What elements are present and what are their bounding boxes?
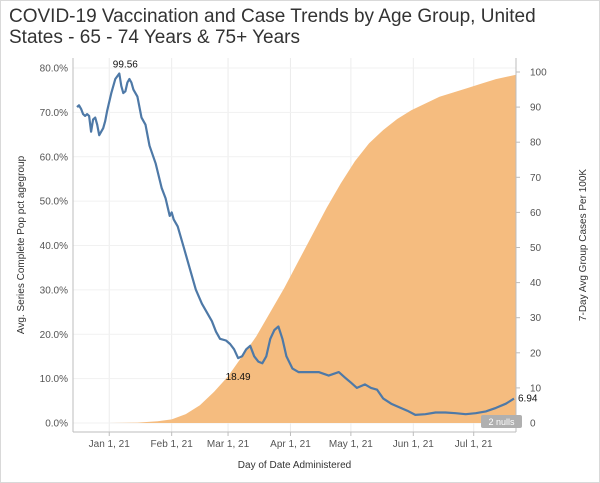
y-left-tick-label-2: 20.0% <box>40 330 68 341</box>
y-right-tick-label-5: 50 <box>530 243 542 254</box>
y-left-tick-label-6: 60.0% <box>40 152 68 163</box>
y-left-tick-label-4: 40.0% <box>40 241 68 252</box>
y-left-tick-label-5: 50.0% <box>40 197 68 208</box>
cases-line-series <box>76 72 515 416</box>
y-right-tick-label-3: 30 <box>530 313 542 324</box>
data-labels: 99.56 18.49 6.94 <box>113 60 538 405</box>
data-label-2: 6.94 <box>518 394 538 405</box>
y-left-tick-label-1: 10.0% <box>40 374 68 385</box>
y-right-tick-label-4: 40 <box>530 278 542 289</box>
x-tick-label-0: Jan 1, 21 <box>89 439 131 450</box>
x-tick-label-2: Mar 1, 21 <box>207 439 250 450</box>
nulls-indicator[interactable]: 2 nulls <box>481 415 522 428</box>
chart-title: COVID-19 Vaccination and Case Trends by … <box>9 6 536 48</box>
x-axis-title: Day of Date Administered <box>238 460 351 471</box>
x-tick-label-1: Feb 1, 21 <box>151 439 194 450</box>
y-left-tick-label-3: 30.0% <box>40 285 68 296</box>
vaccination-area-series <box>73 74 516 423</box>
y-left-tick-label-7: 70.0% <box>40 108 68 119</box>
y-right-tick-label-6: 60 <box>530 208 542 219</box>
y-right-tick-label-7: 70 <box>530 173 542 184</box>
y-left-tick-label-0: 0.0% <box>45 419 68 430</box>
nulls-indicator-bg <box>481 415 522 428</box>
y-right-tick-label-1: 10 <box>530 383 542 394</box>
y-axis-left-title: Avg. Series Complete Pop pct agegroup <box>16 155 27 334</box>
x-tick-label-3: Apr 1, 21 <box>270 439 311 450</box>
y-right-tick-label-10: 100 <box>530 68 547 79</box>
y-right-tick-label-0: 0 <box>530 419 536 430</box>
x-tick-label-5: Jun 1, 21 <box>393 439 435 450</box>
x-tick-label-4: May 1, 21 <box>329 439 373 450</box>
nulls-indicator-label: 2 nulls <box>488 417 515 427</box>
y-right-tick-label-9: 90 <box>530 103 542 114</box>
y-left-tick-label-8: 80.0% <box>40 64 68 75</box>
data-label-0: 99.56 <box>113 60 138 71</box>
y-axis-right-title: 7-Day Avg Group Cases Per 100K <box>578 169 589 321</box>
axes: 0.0% 10.0% 20.0% 30.0% 40.0% 50.0% 60.0% 70.0% 8… <box>40 58 547 450</box>
x-tick-label-6: Jul 1, 21 <box>455 439 493 450</box>
y-right-tick-label-8: 80 <box>530 138 542 149</box>
data-label-1: 18.49 <box>226 372 251 383</box>
y-right-tick-label-2: 20 <box>530 348 542 359</box>
